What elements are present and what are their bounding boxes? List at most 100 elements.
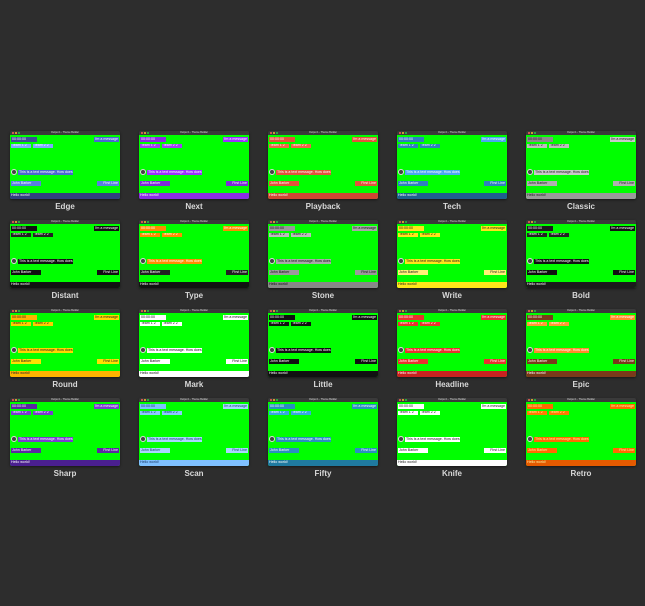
window-control-icon xyxy=(18,221,20,223)
clock-graphic: 00:00:00 xyxy=(527,315,553,320)
clock-graphic: 00:00:00 xyxy=(269,315,295,320)
avatar-icon xyxy=(398,347,404,353)
score-team-2: Team 2 2 xyxy=(33,233,53,237)
theme-preview[interactable]: Output 1 - Theme Builder 00:00:00 I'm a me… xyxy=(10,131,120,199)
score-team-1: Team 1 2 xyxy=(527,233,547,237)
theme-card[interactable]: Output 1 - Theme Builder 00:00:00 I'm a me… xyxy=(139,131,249,212)
theme-card[interactable]: Output 1 - Theme Builder 00:00:00 I'm a me… xyxy=(397,398,507,479)
window-control-icon xyxy=(144,132,146,134)
theme-card[interactable]: Output 1 - Theme Builder 00:00:00 I'm a me… xyxy=(526,131,636,212)
lower-third-role: First Line xyxy=(97,270,119,275)
message-graphic: I'm a message xyxy=(94,226,119,231)
theme-name: Playback xyxy=(305,202,341,211)
window-titlebar: Output 1 - Theme Builder xyxy=(10,309,120,313)
theme-name: Write xyxy=(442,291,462,300)
theme-preview[interactable]: Output 1 - Theme Builder 00:00:00 I'm a me… xyxy=(526,398,636,466)
theme-preview[interactable]: Output 1 - Theme Builder 00:00:00 I'm a me… xyxy=(268,398,378,466)
window-control-icon xyxy=(276,132,278,134)
theme-preview[interactable]: Output 1 - Theme Builder 00:00:00 I'm a me… xyxy=(526,131,636,199)
theme-card[interactable]: Output 1 - Theme Builder 00:00:00 I'm a me… xyxy=(139,220,249,301)
score-team-1: Team 1 2 xyxy=(11,322,31,326)
avatar-icon xyxy=(398,169,404,175)
ticker-bar: Hello world! xyxy=(526,193,636,199)
theme-card[interactable]: Output 1 - Theme Builder 00:00:00 I'm a me… xyxy=(139,398,249,479)
lower-third-name: John Barker xyxy=(140,448,170,453)
theme-card[interactable]: Output 1 - Theme Builder 00:00:00 I'm a me… xyxy=(10,131,120,212)
theme-card[interactable]: Output 1 - Theme Builder 00:00:00 I'm a me… xyxy=(268,220,378,301)
avatar-icon xyxy=(11,347,17,353)
clock-graphic: 00:00:00 xyxy=(398,404,424,409)
score-team-2: Team 2 2 xyxy=(162,144,182,148)
lower-third-role: First Line xyxy=(97,359,119,364)
theme-preview[interactable]: Output 1 - Theme Builder 00:00:00 I'm a me… xyxy=(10,398,120,466)
theme-preview[interactable]: Output 1 - Theme Builder 00:00:00 I'm a me… xyxy=(139,398,249,466)
theme-preview[interactable]: Output 1 - Theme Builder 00:00:00 I'm a me… xyxy=(139,309,249,377)
theme-preview[interactable]: Output 1 - Theme Builder 00:00:00 I'm a me… xyxy=(397,398,507,466)
theme-preview[interactable]: Output 1 - Theme Builder 00:00:00 I'm a me… xyxy=(139,220,249,288)
theme-preview[interactable]: Output 1 - Theme Builder 00:00:00 I'm a me… xyxy=(526,309,636,377)
preview-canvas: 00:00:00 I'm a message Team 1 2 Team 2 2 Thi… xyxy=(139,402,249,466)
window-titlebar: Output 1 - Theme Builder xyxy=(397,398,507,402)
theme-card[interactable]: Output 1 - Theme Builder 00:00:00 I'm a me… xyxy=(10,309,120,390)
ticker-bar: Hello world! xyxy=(10,193,120,199)
window-titlebar: Output 1 - Theme Builder xyxy=(397,220,507,224)
message-graphic: I'm a message xyxy=(223,226,248,231)
theme-card[interactable]: Output 1 - Theme Builder 00:00:00 I'm a me… xyxy=(268,309,378,390)
score-team-1: Team 1 2 xyxy=(398,322,418,326)
theme-card[interactable]: Output 1 - Theme Builder 00:00:00 I'm a me… xyxy=(10,398,120,479)
lower-third-role: First Line xyxy=(355,181,377,186)
lower-third-role: First Line xyxy=(226,181,248,186)
score-team-2: Team 2 2 xyxy=(162,233,182,237)
theme-card[interactable]: Output 1 - Theme Builder 00:00:00 I'm a me… xyxy=(526,220,636,301)
theme-card[interactable]: Output 1 - Theme Builder 00:00:00 I'm a me… xyxy=(268,131,378,212)
avatar-icon xyxy=(11,436,17,442)
theme-preview[interactable]: Output 1 - Theme Builder 00:00:00 I'm a me… xyxy=(526,220,636,288)
preview-canvas: 00:00:00 I'm a message Team 1 2 Team 2 2 Thi… xyxy=(397,313,507,377)
window-control-icon xyxy=(531,399,533,401)
theme-name: Type xyxy=(184,291,204,300)
preview-canvas: 00:00:00 I'm a message Team 1 2 Team 2 2 Thi… xyxy=(10,135,120,199)
lower-third-role: First Line xyxy=(484,359,506,364)
score-team-2: Team 2 2 xyxy=(291,322,311,326)
window-titlebar: Output 1 - Theme Builder xyxy=(526,398,636,402)
theme-preview[interactable]: Output 1 - Theme Builder 00:00:00 I'm a me… xyxy=(268,131,378,199)
theme-preview[interactable]: Output 1 - Theme Builder 00:00:00 I'm a me… xyxy=(268,309,378,377)
theme-preview[interactable]: Output 1 - Theme Builder 00:00:00 I'm a me… xyxy=(397,220,507,288)
avatar-icon xyxy=(269,347,275,353)
avatar-icon xyxy=(269,258,275,264)
theme-card[interactable]: Output 1 - Theme Builder 00:00:00 I'm a me… xyxy=(397,220,507,301)
theme-name: Bold xyxy=(572,291,590,300)
theme-card[interactable]: Output 1 - Theme Builder 00:00:00 I'm a me… xyxy=(397,309,507,390)
clock-graphic: 00:00:00 xyxy=(269,226,295,231)
theme-preview[interactable]: Output 1 - Theme Builder 00:00:00 I'm a me… xyxy=(10,220,120,288)
window-titlebar: Output 1 - Theme Builder xyxy=(268,220,378,224)
clock-graphic: 00:00:00 xyxy=(269,404,295,409)
theme-card[interactable]: Output 1 - Theme Builder 00:00:00 I'm a me… xyxy=(139,309,249,390)
window-control-icon xyxy=(405,221,407,223)
preview-canvas: 00:00:00 I'm a message Team 1 2 Team 2 2 Thi… xyxy=(268,402,378,466)
window-control-icon xyxy=(147,221,149,223)
theme-name: Headline xyxy=(435,380,469,389)
theme-card[interactable]: Output 1 - Theme Builder 00:00:00 I'm a me… xyxy=(526,398,636,479)
theme-card[interactable]: Output 1 - Theme Builder 00:00:00 I'm a me… xyxy=(268,398,378,479)
theme-preview[interactable]: Output 1 - Theme Builder 00:00:00 I'm a me… xyxy=(397,309,507,377)
theme-preview[interactable]: Output 1 - Theme Builder 00:00:00 I'm a me… xyxy=(397,131,507,199)
theme-preview[interactable]: Output 1 - Theme Builder 00:00:00 I'm a me… xyxy=(10,309,120,377)
lower-third-role: First Line xyxy=(484,270,506,275)
window-control-icon xyxy=(18,399,20,401)
lower-third-role: First Line xyxy=(613,359,635,364)
lower-third-name: John Barker xyxy=(140,359,170,364)
theme-preview[interactable]: Output 1 - Theme Builder 00:00:00 I'm a me… xyxy=(268,220,378,288)
message-long-graphic: This is a text message. How does it look… xyxy=(18,348,73,353)
theme-card[interactable]: Output 1 - Theme Builder 00:00:00 I'm a me… xyxy=(397,131,507,212)
lower-third-role: First Line xyxy=(613,448,635,453)
theme-card[interactable]: Output 1 - Theme Builder 00:00:00 I'm a me… xyxy=(526,309,636,390)
theme-card[interactable]: Output 1 - Theme Builder 00:00:00 I'm a me… xyxy=(10,220,120,301)
message-long-graphic: This is a text message. How does it look… xyxy=(534,437,589,442)
ticker-bar: Hello world! xyxy=(139,193,249,199)
message-graphic: I'm a message xyxy=(94,137,119,142)
clock-graphic: 00:00:00 xyxy=(140,137,166,142)
theme-preview[interactable]: Output 1 - Theme Builder 00:00:00 I'm a me… xyxy=(139,131,249,199)
window-titlebar: Output 1 - Theme Builder xyxy=(10,220,120,224)
lower-third-name: John Barker xyxy=(11,270,41,275)
